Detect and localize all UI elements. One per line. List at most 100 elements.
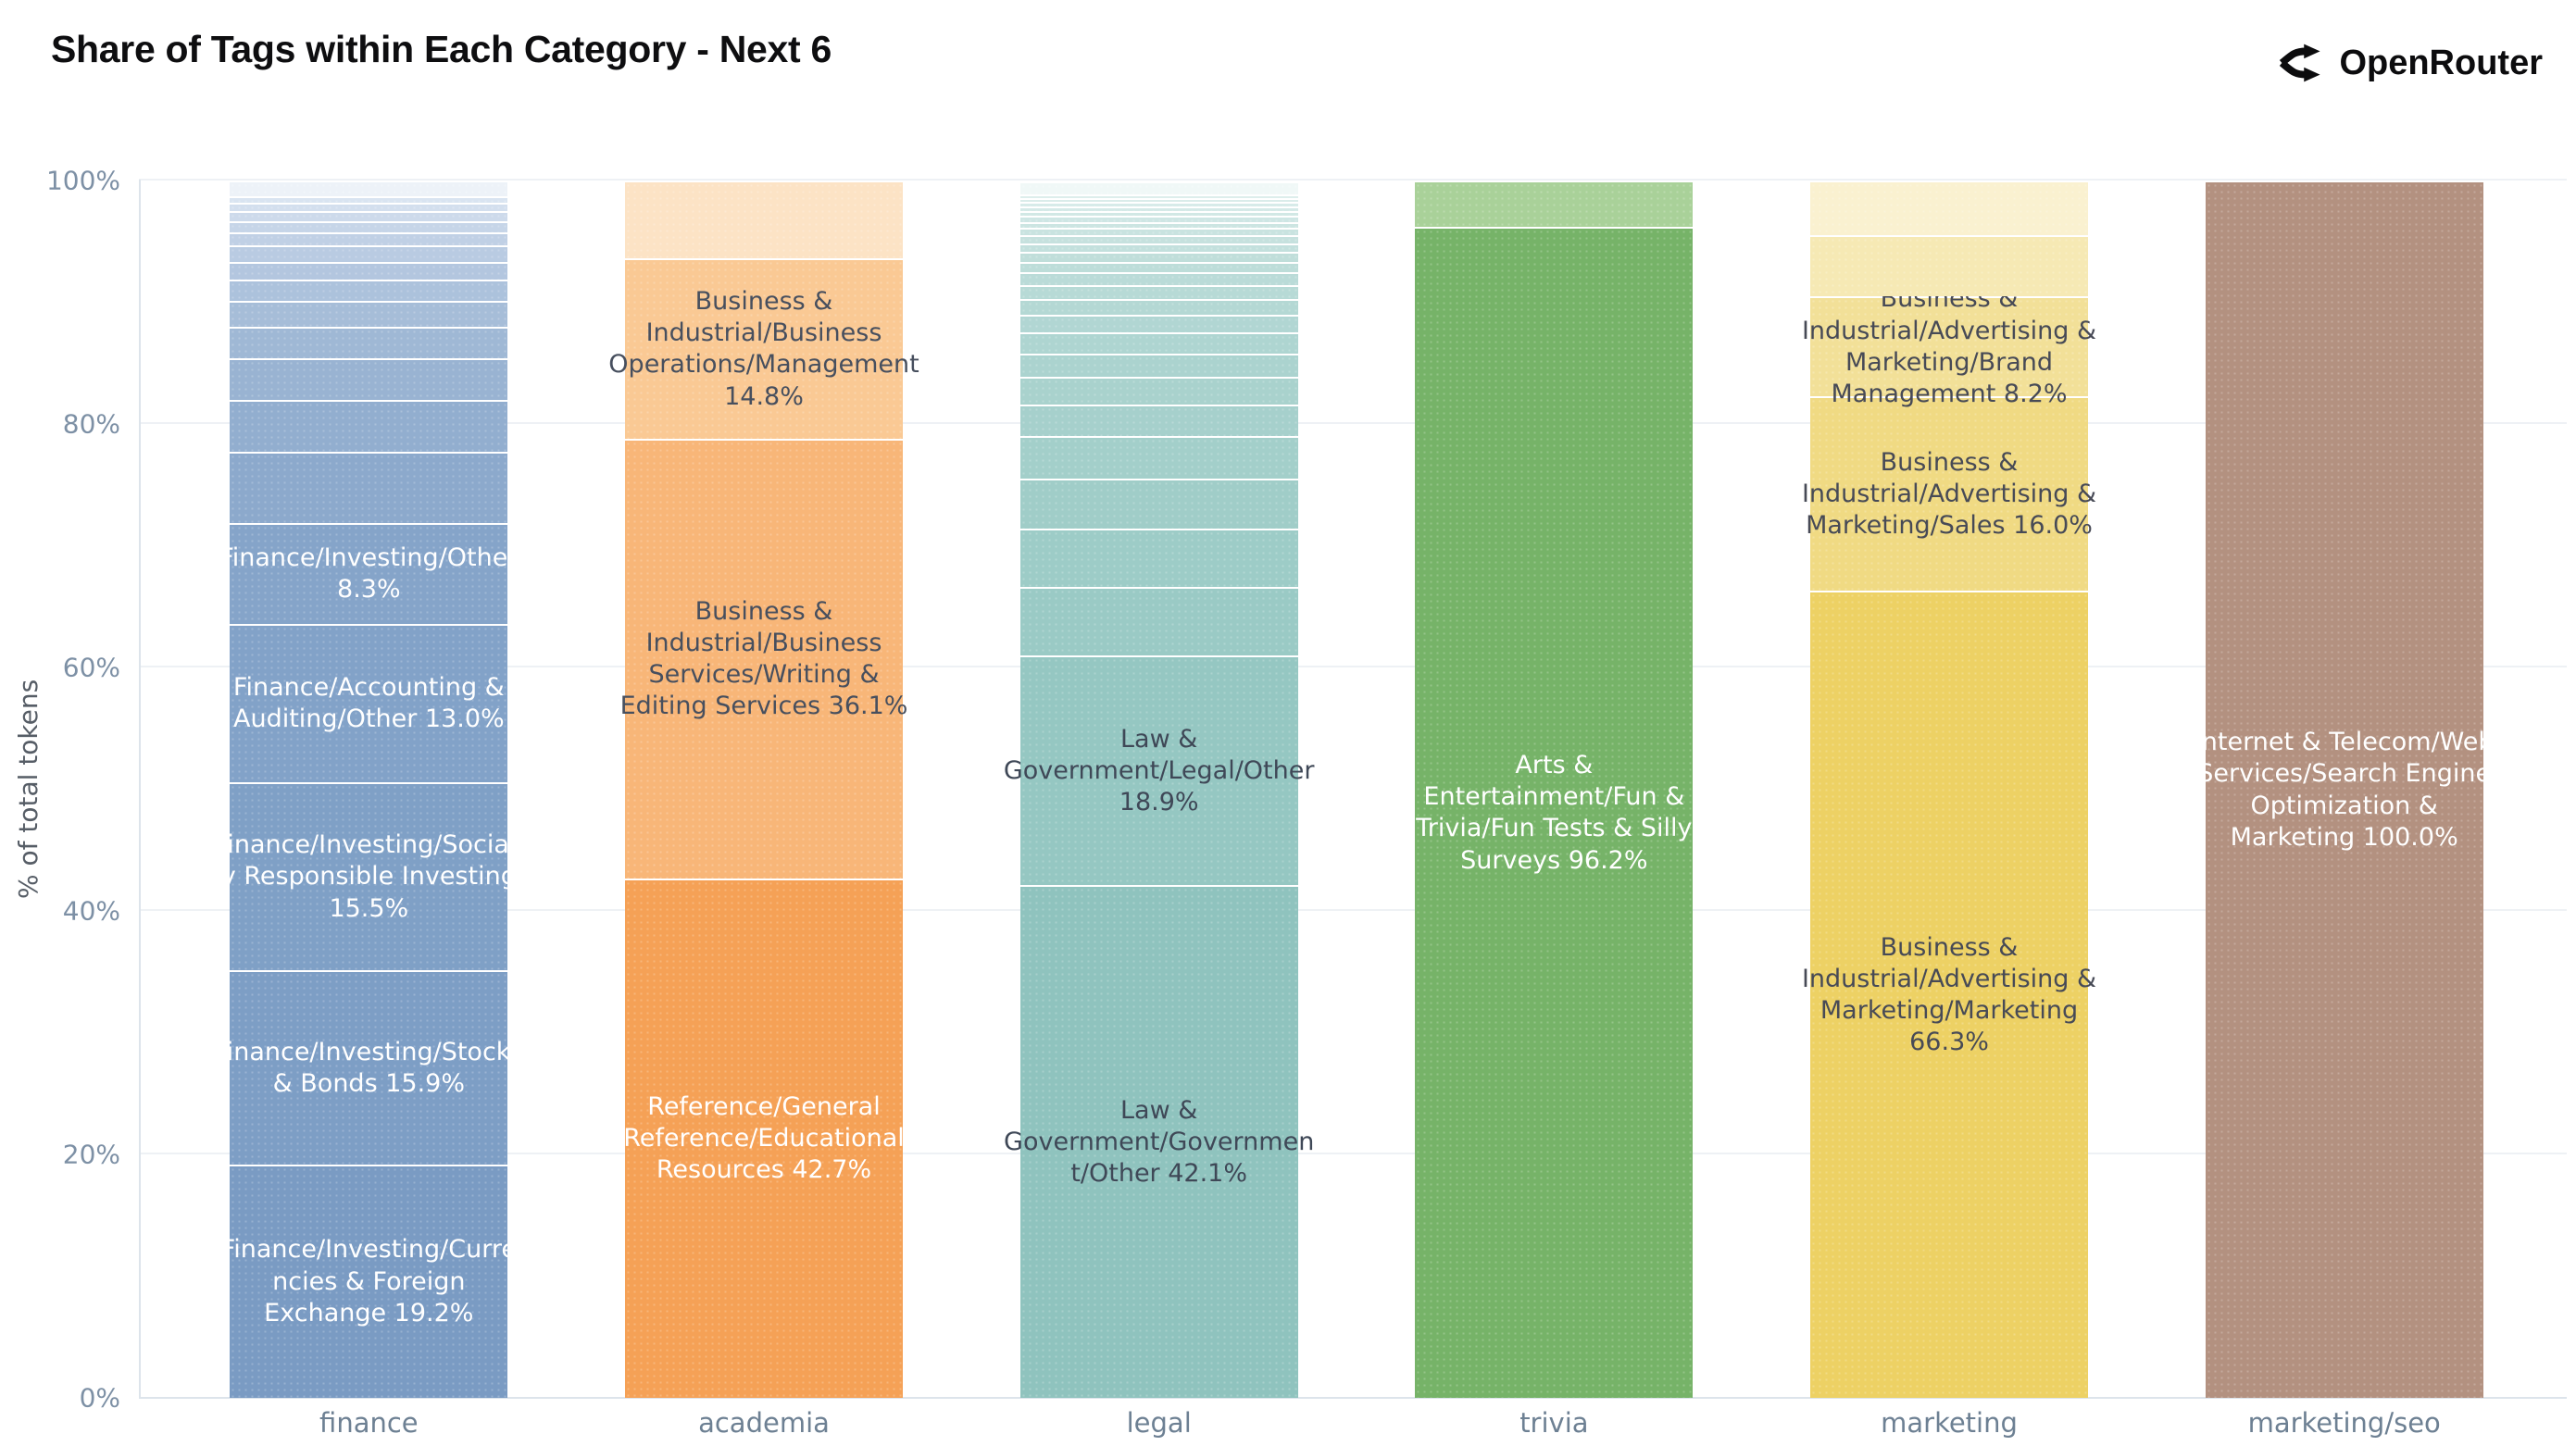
segment-label: Reference/General Reference/Educational … — [623, 1091, 905, 1185]
bar-marketing/seo: Internet & Telecom/Web Services/Search E… — [2195, 181, 2495, 1398]
segment-legal-15[interactable] — [1019, 252, 1298, 262]
segment-trivia-1[interactable] — [1415, 181, 1694, 227]
segment-legal-26[interactable] — [1019, 181, 1298, 194]
x-axis-label-legal: legal — [1126, 1407, 1192, 1439]
segment-legal-6[interactable] — [1019, 405, 1298, 437]
segment-academia-3[interactable] — [625, 181, 903, 259]
segment-label: Law & Government/Legal/Other 18.9% — [1003, 724, 1315, 817]
bar-slot-marketing/seo: Internet & Telecom/Web Services/Search E… — [2146, 181, 2542, 1439]
brand-logo[interactable]: OpenRouter — [2277, 39, 2543, 87]
x-axis-label-marketing: marketing — [1881, 1407, 2018, 1439]
segment-finance-13[interactable] — [230, 232, 508, 246]
segment-legal-14[interactable] — [1019, 261, 1298, 273]
segment-finance-15[interactable] — [230, 211, 508, 221]
segment-marketing-4[interactable] — [1810, 181, 2089, 236]
segment-finance-18[interactable] — [230, 181, 508, 197]
segment-finance-17[interactable] — [230, 196, 508, 204]
segment-legal-9[interactable] — [1019, 332, 1298, 354]
segment-legal-18[interactable] — [1019, 228, 1298, 236]
segment-label: Business & Industrial/Business Operation… — [608, 286, 919, 411]
bar-marketing: Business & Industrial/Advertising & Mark… — [1802, 181, 2096, 1398]
segment-marketing/seo-0[interactable]: Internet & Telecom/Web Services/Search E… — [2195, 181, 2495, 1398]
x-axis-label-academia: academia — [698, 1407, 830, 1439]
segment-academia-2[interactable]: Business & Industrial/Business Operation… — [608, 258, 919, 439]
segment-legal-10[interactable] — [1019, 314, 1298, 333]
segment-label: Business & Industrial/Advertising & Mark… — [1801, 932, 2097, 1057]
gridline — [139, 179, 2567, 181]
segment-legal-4[interactable] — [1019, 479, 1298, 530]
segment-label: Arts & Entertainment/Fun & Trivia/Fun Te… — [1416, 750, 1693, 875]
gridline — [139, 666, 2567, 667]
y-tick-label: 0% — [79, 1382, 120, 1414]
segment-legal-21[interactable] — [1019, 210, 1298, 217]
y-tick-label: 100% — [45, 165, 120, 196]
segment-legal-1[interactable]: Law & Government/Legal/Other 18.9% — [1004, 654, 1314, 886]
bar-trivia: Arts & Entertainment/Fun & Trivia/Fun Te… — [1415, 181, 1694, 1398]
segment-legal-23[interactable] — [1019, 201, 1298, 206]
y-tick-label: 60% — [62, 652, 120, 683]
segment-finance-10[interactable] — [230, 280, 508, 302]
segment-legal-3[interactable] — [1019, 529, 1298, 588]
segment-legal-8[interactable] — [1019, 353, 1298, 378]
segment-marketing-1[interactable]: Business & Industrial/Advertising & Mark… — [1802, 395, 2096, 592]
bar-legal: Law & Government/Government/Other 42.1% L… — [1004, 181, 1314, 1398]
x-axis-line — [139, 1397, 2567, 1399]
segment-label: Finance/Accounting & Auditing/Other 13.0… — [232, 672, 505, 734]
segment-legal-12[interactable] — [1019, 284, 1298, 299]
y-tick-label: 80% — [62, 408, 120, 440]
segment-finance-0[interactable]: Finance/Investing/Currencies & Foreign E… — [221, 1164, 517, 1398]
segment-marketing-3[interactable] — [1810, 235, 2089, 296]
bar-slot-academia: Reference/General Reference/Educational … — [567, 181, 962, 1439]
segment-finance-4[interactable]: Finance/Investing/Other 8.3% — [219, 522, 518, 624]
gridline — [139, 1153, 2567, 1154]
segment-finance-16[interactable] — [230, 203, 508, 211]
segment-finance-7[interactable] — [230, 358, 508, 400]
x-axis-label-marketing/seo: marketing/seo — [2247, 1407, 2441, 1439]
segment-label: Finance/Investing/Currencies & Foreign E… — [220, 1235, 517, 1328]
segment-legal-22[interactable] — [1019, 206, 1298, 211]
bar-finance: Finance/Investing/Currencies & Foreign E… — [214, 181, 524, 1398]
segment-label: Finance/Investing/Other 8.3% — [219, 542, 519, 605]
segment-legal-11[interactable] — [1019, 298, 1298, 315]
segment-finance-12[interactable] — [230, 245, 508, 262]
segment-academia-0[interactable]: Reference/General Reference/Educational … — [623, 878, 905, 1398]
segment-legal-17[interactable] — [1019, 235, 1298, 243]
segment-legal-20[interactable] — [1019, 216, 1298, 222]
segment-trivia-0[interactable]: Arts & Entertainment/Fun & Trivia/Fun Te… — [1415, 226, 1694, 1398]
y-axis-line — [139, 180, 141, 1399]
segment-finance-2[interactable]: Finance/Investing/Socially Responsible I… — [215, 781, 523, 971]
segment-legal-24[interactable] — [1019, 197, 1298, 202]
bars-area: Finance/Investing/Currencies & Foreign E… — [171, 181, 2542, 1439]
segment-finance-3[interactable]: Finance/Accounting & Auditing/Other 13.0… — [230, 623, 508, 782]
bar-academia: Reference/General Reference/Educational … — [608, 181, 919, 1398]
bar-slot-marketing: Business & Industrial/Advertising & Mark… — [1752, 181, 2147, 1439]
segment-finance-8[interactable] — [230, 326, 508, 359]
segment-finance-14[interactable] — [230, 220, 508, 232]
plot-gridlines — [139, 179, 2567, 1398]
segment-legal-0[interactable]: Law & Government/Government/Other 42.1% — [1004, 885, 1314, 1398]
segment-label: Business & Industrial/Business Services/… — [619, 596, 908, 721]
segment-finance-6[interactable] — [230, 399, 508, 453]
segment-label: Business & Industrial/Advertising & Mark… — [1801, 284, 2097, 409]
bar-slot-trivia: Arts & Entertainment/Fun & Trivia/Fun Te… — [1357, 181, 1752, 1439]
segment-legal-13[interactable] — [1019, 272, 1298, 285]
segment-legal-2[interactable] — [1019, 587, 1298, 655]
segment-finance-9[interactable] — [230, 301, 508, 327]
gridline — [139, 909, 2567, 911]
segment-finance-1[interactable]: Finance/Investing/Stocks & Bonds 15.9% — [214, 970, 524, 1165]
x-axis-label-finance: finance — [319, 1407, 419, 1439]
segment-marketing-0[interactable]: Business & Industrial/Advertising & Mark… — [1802, 591, 2096, 1398]
segment-legal-5[interactable] — [1019, 436, 1298, 480]
openrouter-icon — [2277, 39, 2325, 87]
segment-legal-19[interactable] — [1019, 221, 1298, 229]
segment-marketing-2[interactable]: Business & Industrial/Advertising & Mark… — [1802, 284, 2096, 408]
segment-finance-11[interactable] — [230, 261, 508, 280]
segment-finance-5[interactable] — [230, 452, 508, 523]
gridline — [139, 422, 2567, 424]
segment-legal-7[interactable] — [1019, 377, 1298, 405]
segment-legal-16[interactable] — [1019, 243, 1298, 253]
segment-legal-25[interactable] — [1019, 193, 1298, 198]
segment-label: Internet & Telecom/Web Services/Search E… — [2194, 727, 2495, 852]
segment-academia-1[interactable]: Business & Industrial/Business Services/… — [620, 438, 907, 879]
